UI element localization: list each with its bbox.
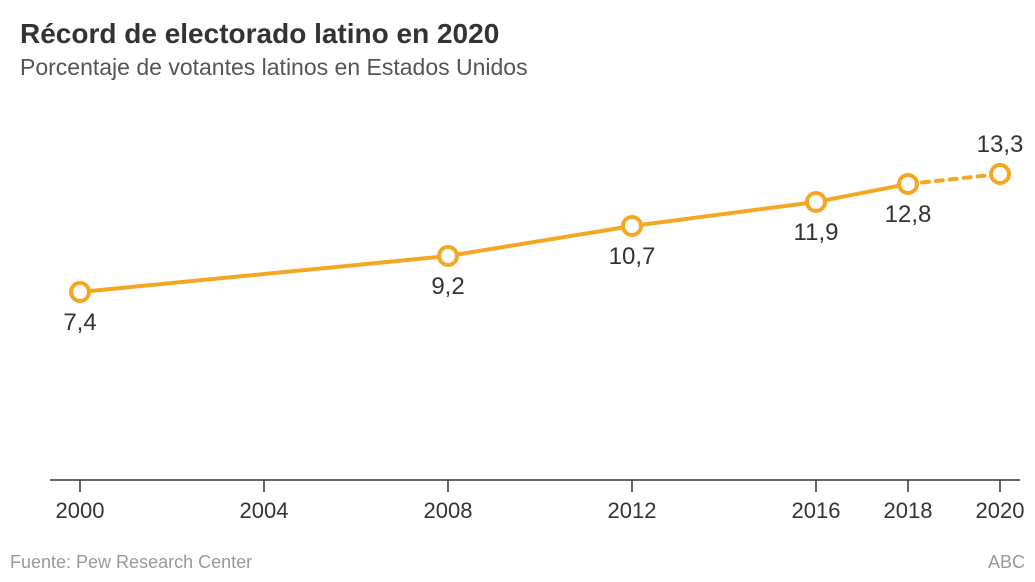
- value-label: 9,2: [431, 273, 464, 300]
- x-tick-label: 2008: [424, 498, 473, 520]
- data-marker: [807, 193, 825, 211]
- chart-svg: 2000 2004 2008 2012 2016 2018 2020 7,4 9,2 10,7 11…: [0, 80, 1035, 520]
- data-marker: [899, 175, 917, 193]
- value-label: 11,9: [794, 219, 839, 246]
- line-segment: [908, 174, 1000, 184]
- x-tick-label: 2004: [240, 498, 289, 520]
- chart-subtitle: Porcentaje de votantes latinos en Estado…: [20, 54, 528, 81]
- source-label: Fuente: Pew Research Center: [10, 552, 252, 573]
- line-segment: [632, 202, 816, 226]
- x-tick-label: 2018: [884, 498, 933, 520]
- line-segment: [80, 256, 448, 292]
- x-tick-label: 2000: [56, 498, 105, 520]
- value-label: 10,7: [609, 243, 656, 270]
- value-label: 12,8: [885, 201, 932, 228]
- chart-container: { "title": { "text": "Récord de electora…: [0, 0, 1035, 582]
- x-tick-label: 2016: [792, 498, 841, 520]
- data-marker: [71, 283, 89, 301]
- value-label: 7,4: [63, 309, 96, 336]
- line-segment: [448, 226, 632, 256]
- line-chart: 2000 2004 2008 2012 2016 2018 2020 7,4 9,2 10,7 11…: [0, 80, 1035, 520]
- x-tick-label: 2020: [976, 498, 1025, 520]
- value-label: 13,3: [977, 131, 1024, 158]
- data-marker: [623, 217, 641, 235]
- chart-title: Récord de electorado latino en 2020: [20, 18, 499, 50]
- data-marker: [439, 247, 457, 265]
- data-marker: [991, 165, 1009, 183]
- brand-label: ABC: [988, 552, 1025, 573]
- line-segment: [816, 184, 908, 202]
- x-tick-label: 2012: [608, 498, 657, 520]
